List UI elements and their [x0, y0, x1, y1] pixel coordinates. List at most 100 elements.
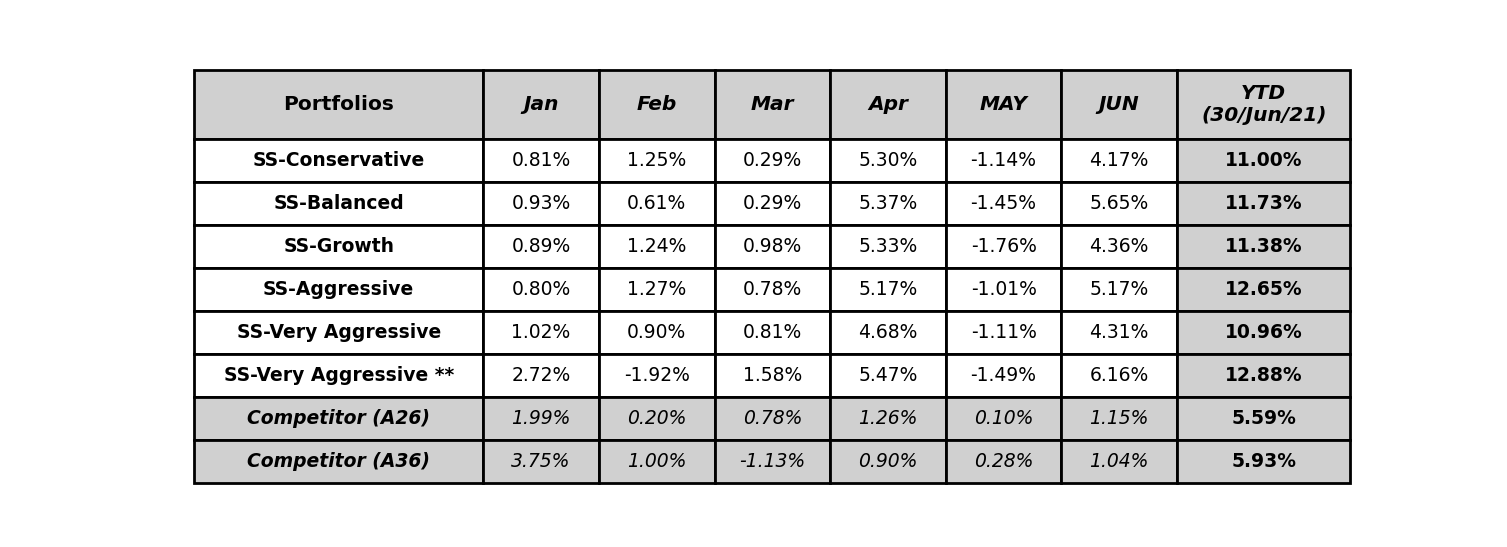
Bar [484, 267, 598, 311]
Bar [946, 311, 1061, 353]
Text: 1.15%: 1.15% [1090, 409, 1148, 428]
Bar [484, 353, 598, 397]
Text: 0.98%: 0.98% [743, 237, 802, 255]
Bar [946, 138, 1061, 182]
Bar [830, 70, 946, 138]
Bar [484, 182, 598, 225]
Bar [194, 440, 484, 482]
Text: 11.00%: 11.00% [1225, 150, 1302, 170]
Bar [714, 353, 830, 397]
Text: Competitor (A26): Competitor (A26) [247, 409, 429, 428]
Bar [1061, 397, 1177, 440]
Text: 11.73%: 11.73% [1225, 194, 1302, 213]
Text: 4.31%: 4.31% [1090, 323, 1148, 342]
Bar [830, 267, 946, 311]
Bar [946, 182, 1061, 225]
Bar [1177, 225, 1350, 267]
Bar [598, 397, 714, 440]
Text: 5.59%: 5.59% [1231, 409, 1296, 428]
Text: SS-Conservative: SS-Conservative [253, 150, 425, 170]
Bar [1177, 311, 1350, 353]
Bar [714, 440, 830, 482]
Bar [946, 353, 1061, 397]
Bar [946, 440, 1061, 482]
Text: 1.02%: 1.02% [511, 323, 571, 342]
Text: Feb: Feb [636, 95, 677, 114]
Text: Jan: Jan [523, 95, 559, 114]
Text: 5.30%: 5.30% [859, 150, 918, 170]
Bar [1061, 225, 1177, 267]
Bar [194, 353, 484, 397]
Text: 5.65%: 5.65% [1090, 194, 1148, 213]
Text: 0.78%: 0.78% [743, 409, 802, 428]
Text: 0.10%: 0.10% [974, 409, 1034, 428]
Text: 5.33%: 5.33% [859, 237, 918, 255]
Bar [484, 70, 598, 138]
Bar [598, 311, 714, 353]
Text: 0.81%: 0.81% [743, 323, 802, 342]
Text: 5.47%: 5.47% [859, 365, 918, 385]
Text: 1.24%: 1.24% [627, 237, 686, 255]
Text: 4.17%: 4.17% [1090, 150, 1148, 170]
Bar [714, 70, 830, 138]
Text: -1.14%: -1.14% [971, 150, 1037, 170]
Text: 1.26%: 1.26% [857, 409, 918, 428]
Text: SS-Growth: SS-Growth [283, 237, 395, 255]
Bar [484, 397, 598, 440]
Text: 10.96%: 10.96% [1225, 323, 1302, 342]
Text: 0.29%: 0.29% [743, 150, 802, 170]
Bar [1177, 138, 1350, 182]
Text: 0.78%: 0.78% [743, 280, 802, 299]
Text: 0.61%: 0.61% [627, 194, 686, 213]
Bar [194, 182, 484, 225]
Text: SS-Aggressive: SS-Aggressive [264, 280, 414, 299]
Text: -1.13%: -1.13% [740, 452, 805, 470]
Text: 0.93%: 0.93% [511, 194, 571, 213]
Bar [1177, 440, 1350, 482]
Bar [1177, 397, 1350, 440]
Text: 1.04%: 1.04% [1090, 452, 1148, 470]
Text: 1.99%: 1.99% [511, 409, 571, 428]
Text: -1.76%: -1.76% [971, 237, 1037, 255]
Bar [830, 311, 946, 353]
Text: -1.49%: -1.49% [971, 365, 1037, 385]
Text: -1.45%: -1.45% [971, 194, 1037, 213]
Bar [194, 225, 484, 267]
Text: -1.01%: -1.01% [971, 280, 1037, 299]
Text: Apr: Apr [868, 95, 907, 114]
Bar [1177, 182, 1350, 225]
Text: 0.20%: 0.20% [627, 409, 687, 428]
Text: 0.28%: 0.28% [974, 452, 1034, 470]
Bar [714, 138, 830, 182]
Bar [830, 397, 946, 440]
Bar [1177, 353, 1350, 397]
Text: SS-Balanced: SS-Balanced [273, 194, 404, 213]
Bar [946, 397, 1061, 440]
Bar [598, 138, 714, 182]
Bar [598, 182, 714, 225]
Text: 11.38%: 11.38% [1225, 237, 1302, 255]
Bar [1061, 311, 1177, 353]
Bar [830, 225, 946, 267]
Bar [714, 267, 830, 311]
Text: SS-Very Aggressive **: SS-Very Aggressive ** [223, 365, 454, 385]
Bar [598, 353, 714, 397]
Text: 0.90%: 0.90% [857, 452, 918, 470]
Bar [946, 225, 1061, 267]
Bar [598, 70, 714, 138]
Text: 5.17%: 5.17% [1090, 280, 1148, 299]
Bar [714, 182, 830, 225]
Bar [598, 225, 714, 267]
Bar [484, 225, 598, 267]
Bar [598, 440, 714, 482]
Text: JUN: JUN [1099, 95, 1139, 114]
Text: 0.80%: 0.80% [511, 280, 571, 299]
Text: 5.17%: 5.17% [859, 280, 918, 299]
Text: 1.27%: 1.27% [627, 280, 686, 299]
Text: 3.75%: 3.75% [511, 452, 571, 470]
Bar [1061, 138, 1177, 182]
Text: 1.58%: 1.58% [743, 365, 802, 385]
Bar [1061, 353, 1177, 397]
Text: -1.92%: -1.92% [624, 365, 690, 385]
Text: -1.11%: -1.11% [971, 323, 1037, 342]
